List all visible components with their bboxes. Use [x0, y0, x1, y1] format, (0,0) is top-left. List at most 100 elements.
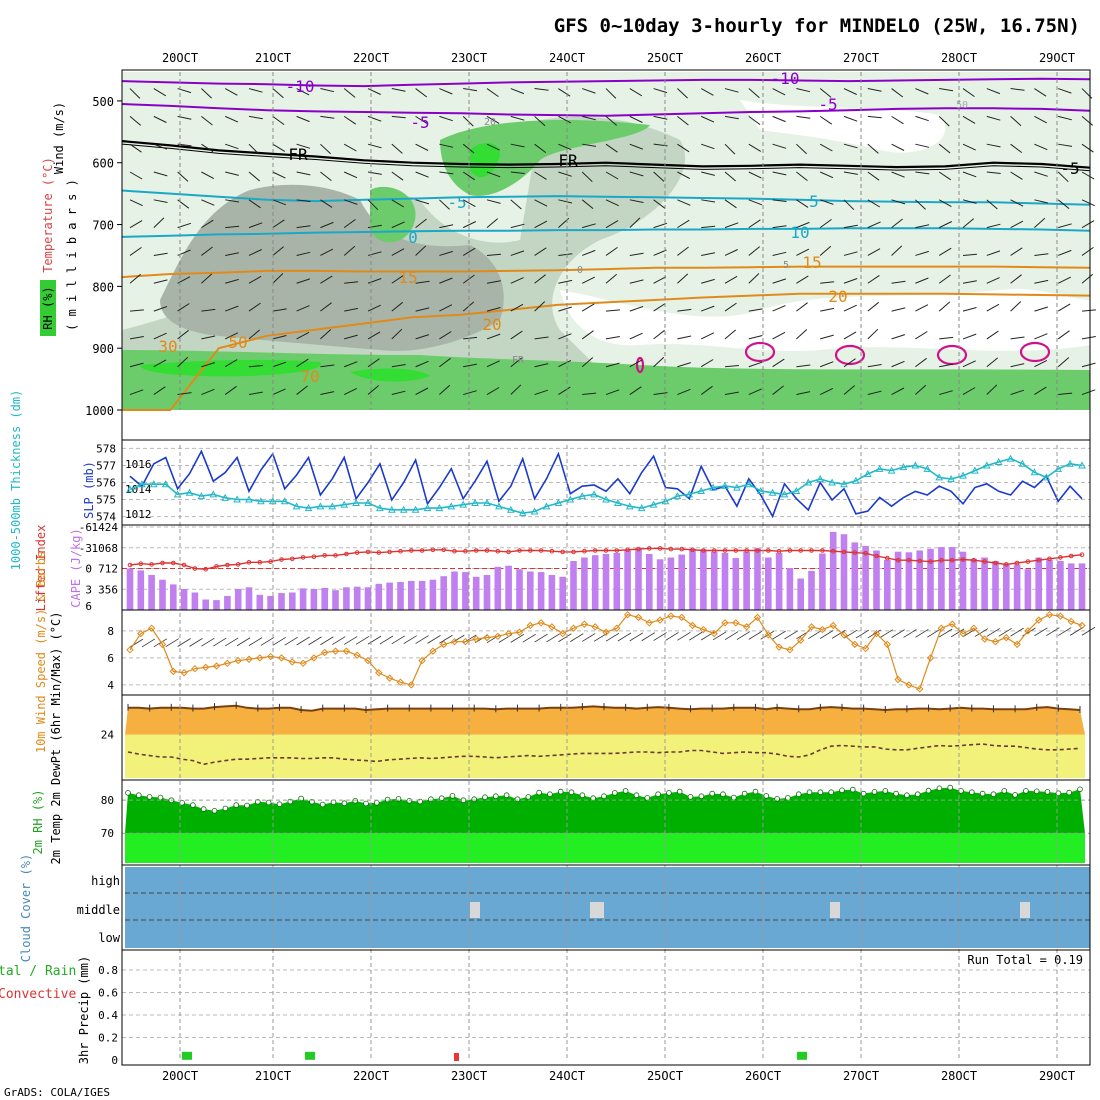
cape-bar — [959, 551, 967, 610]
data-point — [560, 549, 566, 555]
wind-barb — [986, 115, 1001, 121]
freezing-level-line — [121, 143, 1091, 172]
cape-bar — [321, 587, 328, 610]
ylabel-lifted-index: Lifted Index — [34, 525, 48, 612]
cape-bar — [1067, 563, 1075, 610]
y-tick-label: -3 — [79, 542, 92, 555]
data-point — [566, 495, 575, 503]
data-point — [1066, 789, 1072, 796]
y-tick-label: 356 — [98, 583, 118, 596]
data-point — [625, 547, 630, 553]
data-point — [328, 502, 337, 510]
wind-barb — [986, 88, 1001, 95]
wind-barb — [843, 358, 856, 368]
data-point — [768, 488, 777, 496]
wind-barb — [1034, 306, 1048, 312]
wind-barb — [784, 630, 798, 640]
wind-barb — [189, 638, 203, 647]
wind-barb — [724, 222, 739, 229]
wind-barb — [534, 115, 546, 127]
wind-barb — [724, 171, 737, 182]
wind-barb — [439, 634, 453, 644]
wind-barb — [891, 88, 904, 98]
cape-bar — [970, 558, 978, 610]
panel-frame — [121, 609, 1091, 696]
wind-barb — [677, 308, 692, 312]
data-point — [730, 794, 737, 801]
cape-bar — [278, 593, 285, 610]
data-point — [980, 635, 989, 643]
wind-barb — [320, 199, 333, 208]
data-point — [554, 498, 563, 506]
data-point — [863, 551, 868, 556]
wind-barb — [224, 88, 238, 96]
data-point — [849, 786, 856, 793]
data-point — [171, 560, 176, 566]
wind-barb — [867, 328, 879, 340]
data-point — [722, 548, 728, 553]
data-point — [482, 794, 488, 800]
precip-total-bar — [797, 1051, 807, 1060]
rh-shade-green — [122, 350, 1090, 410]
data-point — [384, 796, 391, 803]
wind-barb — [201, 246, 213, 256]
wind-barb — [510, 357, 523, 368]
cape-bar — [451, 571, 458, 610]
data-point — [756, 486, 765, 495]
data-point — [753, 613, 762, 622]
wind-barb — [796, 391, 811, 396]
y-tick-label: 900 — [92, 342, 114, 356]
wind-barb — [415, 88, 428, 98]
cape-bar — [840, 534, 848, 610]
data-point — [982, 559, 987, 564]
data-point — [883, 640, 891, 649]
data-point — [387, 505, 396, 513]
ylabel-wind: Wind (m/s) — [52, 102, 66, 174]
wind-barb — [796, 275, 809, 284]
wind-barb — [653, 276, 667, 284]
wind-barb — [272, 246, 285, 256]
data-point — [1056, 612, 1065, 620]
data-point — [904, 792, 910, 798]
wind-barb — [462, 247, 476, 256]
wind-barb — [701, 278, 715, 284]
wind-barb — [344, 307, 358, 312]
wind-barb — [129, 171, 143, 180]
data-point — [601, 793, 607, 799]
wind-barb — [605, 143, 618, 153]
wind-barb — [605, 309, 620, 312]
wind-barb — [463, 88, 478, 92]
wind-barb — [582, 143, 597, 147]
wind-barb — [1081, 389, 1096, 396]
cloud-label-high: high — [91, 874, 120, 888]
cape-bar — [1078, 563, 1086, 610]
wind-barb — [1081, 199, 1095, 207]
wind-barb — [1081, 115, 1094, 126]
data-point — [473, 548, 479, 553]
wind-barb — [796, 115, 811, 119]
wind-barb — [772, 385, 784, 395]
data-point — [127, 562, 133, 568]
wind-barb — [320, 143, 331, 155]
wind-barb — [272, 335, 287, 340]
data-point — [440, 640, 448, 649]
date-label-bottom: 29OCT — [1039, 1069, 1075, 1083]
wind-barb — [724, 329, 737, 340]
wind-barb — [891, 115, 904, 125]
wind-barb — [653, 329, 665, 340]
wind-barb — [796, 171, 808, 181]
isotherm-ring — [1019, 341, 1051, 363]
wind-barb — [986, 250, 1001, 256]
rh-shade-bright — [140, 359, 321, 377]
wind-barb — [439, 115, 453, 122]
cape-bar — [721, 552, 729, 610]
wind-barb — [415, 360, 429, 368]
ylabel-cape: CAPE (J/kg) — [69, 528, 83, 607]
wind-barb — [248, 302, 261, 312]
wind-barb — [748, 88, 760, 99]
wind-barb — [701, 305, 715, 312]
series-line — [129, 449, 1083, 519]
isotherm-label: FR — [288, 145, 308, 164]
data-point — [797, 636, 805, 645]
